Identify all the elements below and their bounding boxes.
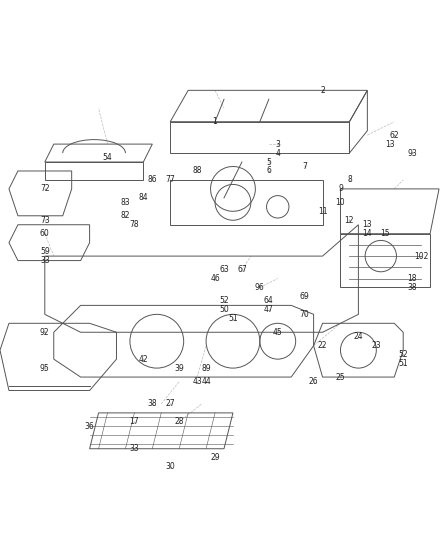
- Text: 52: 52: [398, 350, 408, 359]
- Text: 78: 78: [129, 220, 139, 229]
- Text: 93: 93: [407, 149, 417, 158]
- Text: 51: 51: [228, 314, 238, 323]
- Text: 26: 26: [309, 377, 319, 386]
- Text: 59: 59: [40, 247, 50, 256]
- Text: 7: 7: [302, 162, 307, 171]
- Text: 22: 22: [318, 341, 327, 350]
- Text: 102: 102: [414, 252, 428, 261]
- Text: 30: 30: [165, 462, 175, 471]
- Text: 64: 64: [264, 296, 274, 305]
- Text: 52: 52: [219, 296, 229, 305]
- Text: 10: 10: [336, 198, 345, 207]
- Text: 70: 70: [300, 310, 310, 319]
- Text: 33: 33: [129, 444, 139, 453]
- Text: 47: 47: [264, 305, 274, 314]
- Text: 83: 83: [121, 198, 130, 207]
- Text: 15: 15: [380, 229, 390, 238]
- Text: 62: 62: [389, 131, 399, 140]
- Text: 18: 18: [407, 274, 417, 283]
- Text: 6: 6: [267, 167, 271, 175]
- Text: 13: 13: [385, 140, 395, 149]
- Text: 67: 67: [237, 265, 247, 274]
- Text: 96: 96: [255, 283, 265, 292]
- Text: 23: 23: [371, 341, 381, 350]
- Text: 77: 77: [165, 175, 175, 184]
- Text: 38: 38: [407, 283, 417, 292]
- Text: 95: 95: [40, 364, 50, 373]
- Text: 36: 36: [85, 422, 95, 431]
- Text: 8: 8: [347, 175, 352, 184]
- Text: 14: 14: [362, 229, 372, 238]
- Text: 60: 60: [40, 229, 50, 238]
- Text: 73: 73: [40, 216, 50, 225]
- Text: 46: 46: [210, 274, 220, 283]
- Text: 12: 12: [345, 216, 354, 225]
- Text: 29: 29: [210, 453, 220, 462]
- Text: 25: 25: [336, 373, 345, 382]
- Text: 17: 17: [129, 417, 139, 426]
- Text: 27: 27: [165, 399, 175, 408]
- Text: 89: 89: [201, 364, 211, 373]
- Text: 42: 42: [138, 355, 148, 364]
- Text: 88: 88: [192, 167, 202, 175]
- Text: 5: 5: [267, 158, 271, 167]
- Text: 39: 39: [174, 364, 184, 373]
- Text: 54: 54: [103, 153, 112, 162]
- Text: 45: 45: [273, 328, 283, 337]
- Text: 4: 4: [276, 149, 280, 158]
- Text: 38: 38: [147, 399, 157, 408]
- Text: 92: 92: [40, 328, 50, 337]
- Text: 43: 43: [192, 377, 202, 386]
- Text: 2: 2: [320, 86, 325, 95]
- Text: 82: 82: [121, 211, 130, 220]
- Text: 51: 51: [398, 359, 408, 368]
- Text: 44: 44: [201, 377, 211, 386]
- Text: 33: 33: [40, 256, 50, 265]
- Text: 72: 72: [40, 184, 50, 193]
- Text: 69: 69: [300, 292, 310, 301]
- Text: 13: 13: [362, 220, 372, 229]
- Text: 84: 84: [138, 193, 148, 202]
- Text: 11: 11: [318, 207, 327, 216]
- Text: 9: 9: [338, 184, 343, 193]
- Text: 24: 24: [353, 332, 363, 341]
- Text: 86: 86: [147, 175, 157, 184]
- Text: 1: 1: [213, 117, 217, 126]
- Text: 28: 28: [174, 417, 184, 426]
- Text: 63: 63: [219, 265, 229, 274]
- Text: 50: 50: [219, 305, 229, 314]
- Text: 3: 3: [276, 140, 280, 149]
